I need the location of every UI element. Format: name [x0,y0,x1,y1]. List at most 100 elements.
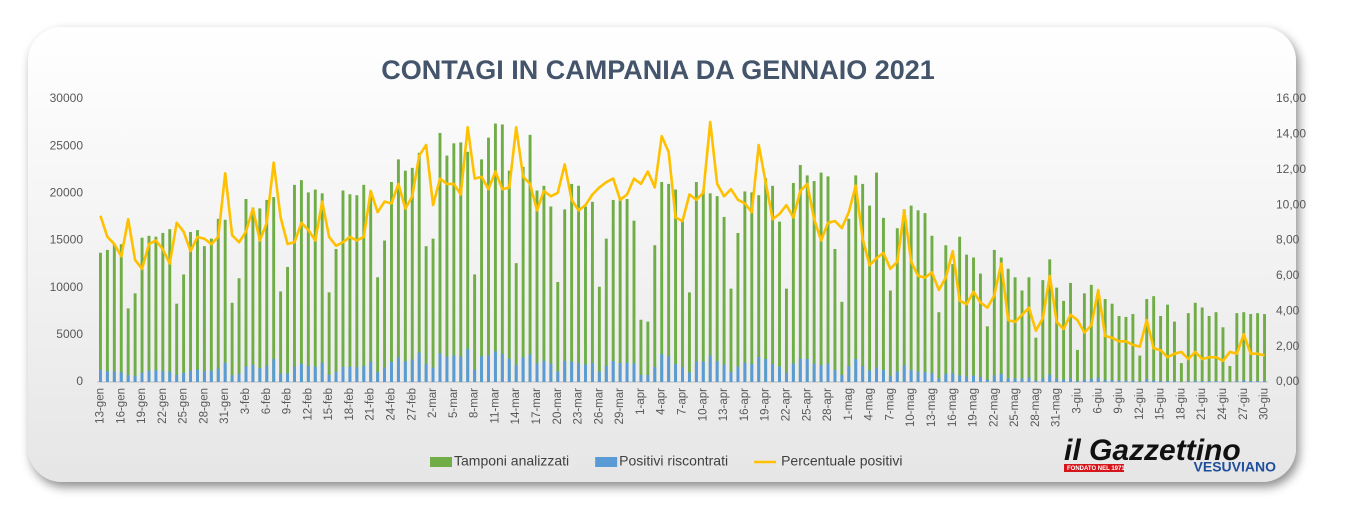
bar [895,228,899,382]
bar [868,370,872,382]
bar [701,190,705,382]
x-tick-label: 13-gen [94,388,106,424]
bar [1131,380,1135,382]
bar [750,192,754,382]
bar [646,321,650,382]
bar [334,248,338,382]
bar [854,175,858,382]
x-tick-label: 8-mar [469,388,481,418]
bar [119,244,123,382]
line [99,120,1265,363]
bar [916,210,920,382]
bar [597,371,601,382]
bar [286,266,290,382]
y-tick-label: 10000 [50,280,84,294]
bar [1069,282,1072,382]
bar [875,172,878,382]
bar [1200,381,1204,382]
bar [604,365,608,382]
bar [584,364,587,382]
x-tick-label: 23-mar [573,388,585,425]
bar [1166,380,1169,382]
bar [937,312,941,382]
bar [154,370,158,382]
bar [480,356,484,382]
bar [687,292,691,382]
bar [105,249,109,382]
bar [445,356,449,382]
bar [244,366,248,382]
bar [750,363,754,382]
y2-tick-label: 14,00 [1276,127,1306,141]
bar [687,372,691,382]
y-tick-label: 15000 [50,233,84,247]
bar [833,248,837,382]
bar [320,362,324,382]
bar [784,372,788,382]
bar [826,176,830,382]
bar [99,369,102,382]
bar [279,373,283,382]
bar [105,371,109,382]
bar [1103,379,1107,382]
bar [881,217,885,382]
bar [1145,379,1149,382]
x-tick-label: 4-apr [656,388,668,415]
bar [909,370,913,382]
x-tick-label: 20-mar [552,388,564,425]
x-tick-label: 10-mag [905,388,917,427]
x-tick-label: 16-apr [739,388,751,421]
bar [674,189,678,382]
bar [944,245,948,382]
bar [791,363,795,382]
bar [1173,321,1176,382]
bar [930,372,934,382]
bar [930,235,934,382]
bar [168,229,172,382]
bar [1214,312,1218,382]
bar [1131,314,1135,382]
x-tick-label: 7-mag [884,388,896,421]
legend-label: Percentuale positivi [781,453,902,469]
x-tick-label: 16-mag [947,388,959,427]
bar [1110,303,1114,382]
bar [1138,381,1142,382]
bar [1242,312,1246,382]
bar [119,372,123,382]
bar [1041,378,1045,382]
bar [1152,380,1156,382]
bar [514,263,518,382]
bar [445,155,449,382]
x-tick-label: 16-gen [115,388,127,424]
bar [778,366,781,382]
bar [161,232,165,382]
bar [1027,277,1031,382]
bar [660,354,664,382]
bar [778,221,781,382]
bar [126,375,130,382]
bar [999,373,1003,382]
bar [369,361,373,382]
bar [736,232,740,382]
bar [1179,363,1183,382]
bar [542,185,546,382]
x-tick-label: 26-mar [593,388,605,425]
x-tick-label: 21-giu [1196,388,1208,420]
bar [161,370,165,382]
bar [1089,378,1093,382]
bar [888,376,892,382]
bar [189,232,192,382]
bar [258,208,262,382]
y-tick-label: 5000 [56,327,83,341]
bar [1124,380,1128,382]
bar [653,245,657,382]
x-tick-label: 1-apr [635,388,647,415]
bar [196,369,199,382]
bar [1034,337,1038,382]
y2-tick-label: 8,00 [1276,233,1300,247]
bar [1221,381,1225,382]
bar [985,326,989,382]
bar [327,292,331,382]
logo: il Gazzettino FONDATO NEL 1971 VESUVIANO [1064,434,1276,475]
bar [528,134,532,382]
